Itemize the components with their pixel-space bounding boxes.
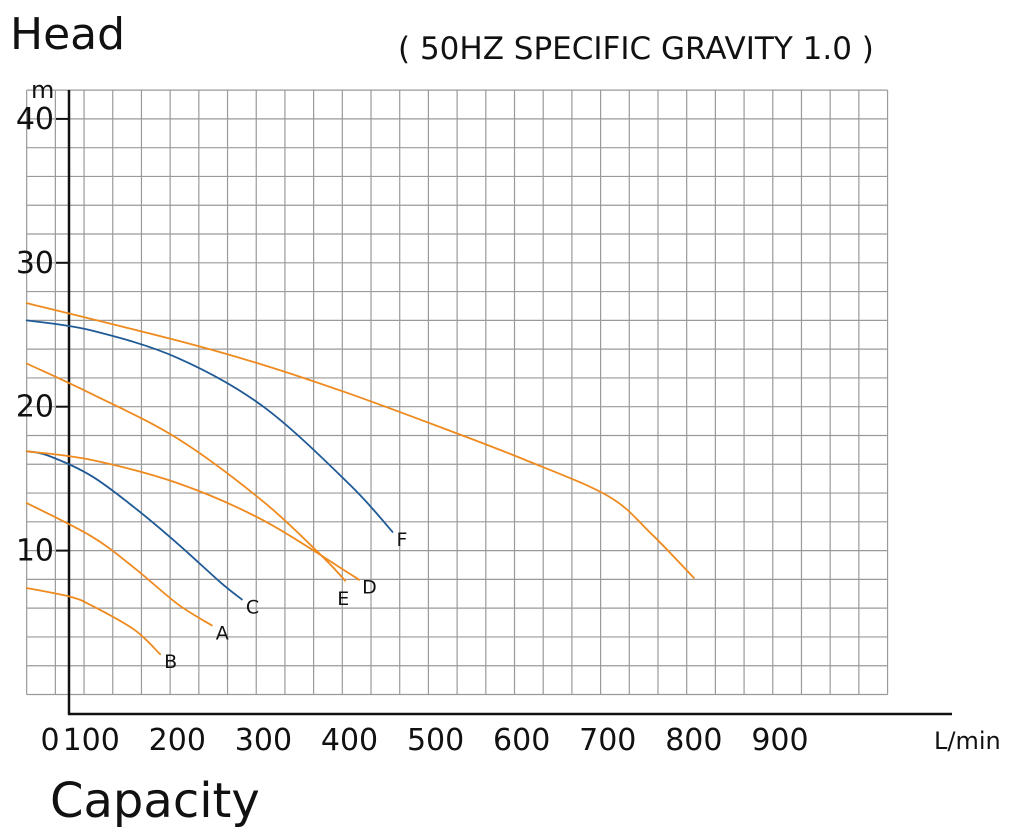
chart-title: ( 50HZ SPECIFIC GRAVITY 1.0 ) xyxy=(398,31,874,67)
tick-labels: 0 100 200 300 400 500 600 700 800 900 10 20 30 40 xyxy=(16,102,809,758)
series-label-b: B xyxy=(164,651,177,673)
x-tick-label: 800 xyxy=(665,723,722,758)
pump-curve-e xyxy=(25,362,347,582)
x-tick-label: 100 xyxy=(63,723,120,758)
axes xyxy=(67,90,952,716)
x-tick-label: 200 xyxy=(149,723,206,758)
grid xyxy=(26,89,889,696)
x-unit-label: L/min xyxy=(934,727,1001,755)
series xyxy=(25,302,695,656)
pump-curve-c xyxy=(25,450,243,601)
y-tick-label: 30 xyxy=(16,246,54,281)
x-tick-label: 500 xyxy=(407,723,464,758)
x-axis-title: Capacity xyxy=(50,773,260,827)
series-label-d: D xyxy=(362,576,377,598)
y-tick-label: 40 xyxy=(16,102,54,137)
series-label-c: C xyxy=(246,597,259,619)
x-tick-label: 400 xyxy=(321,723,378,758)
pump-curve-f xyxy=(25,319,394,533)
x-tick-label: 0 xyxy=(40,723,59,758)
series-label-e: E xyxy=(337,588,349,610)
series-label-a: A xyxy=(216,622,229,644)
y-tick-label: 10 xyxy=(16,534,54,569)
y-unit-label: m xyxy=(31,76,54,104)
pump-curve-a xyxy=(25,502,213,627)
y-axis-title: Head xyxy=(10,9,125,60)
series-labels: A B C DE F xyxy=(164,529,407,673)
pump-curve-b xyxy=(25,587,161,656)
pump-curve-d xyxy=(25,450,361,581)
x-tick-label: 700 xyxy=(579,723,636,758)
pump-curve-unlabeled xyxy=(25,302,695,579)
x-tick-label: 600 xyxy=(493,723,550,758)
x-tick-label: 900 xyxy=(751,723,808,758)
series-label-f: F xyxy=(397,529,408,551)
y-tick-label: 20 xyxy=(16,390,54,425)
x-tick-label: 300 xyxy=(235,723,292,758)
